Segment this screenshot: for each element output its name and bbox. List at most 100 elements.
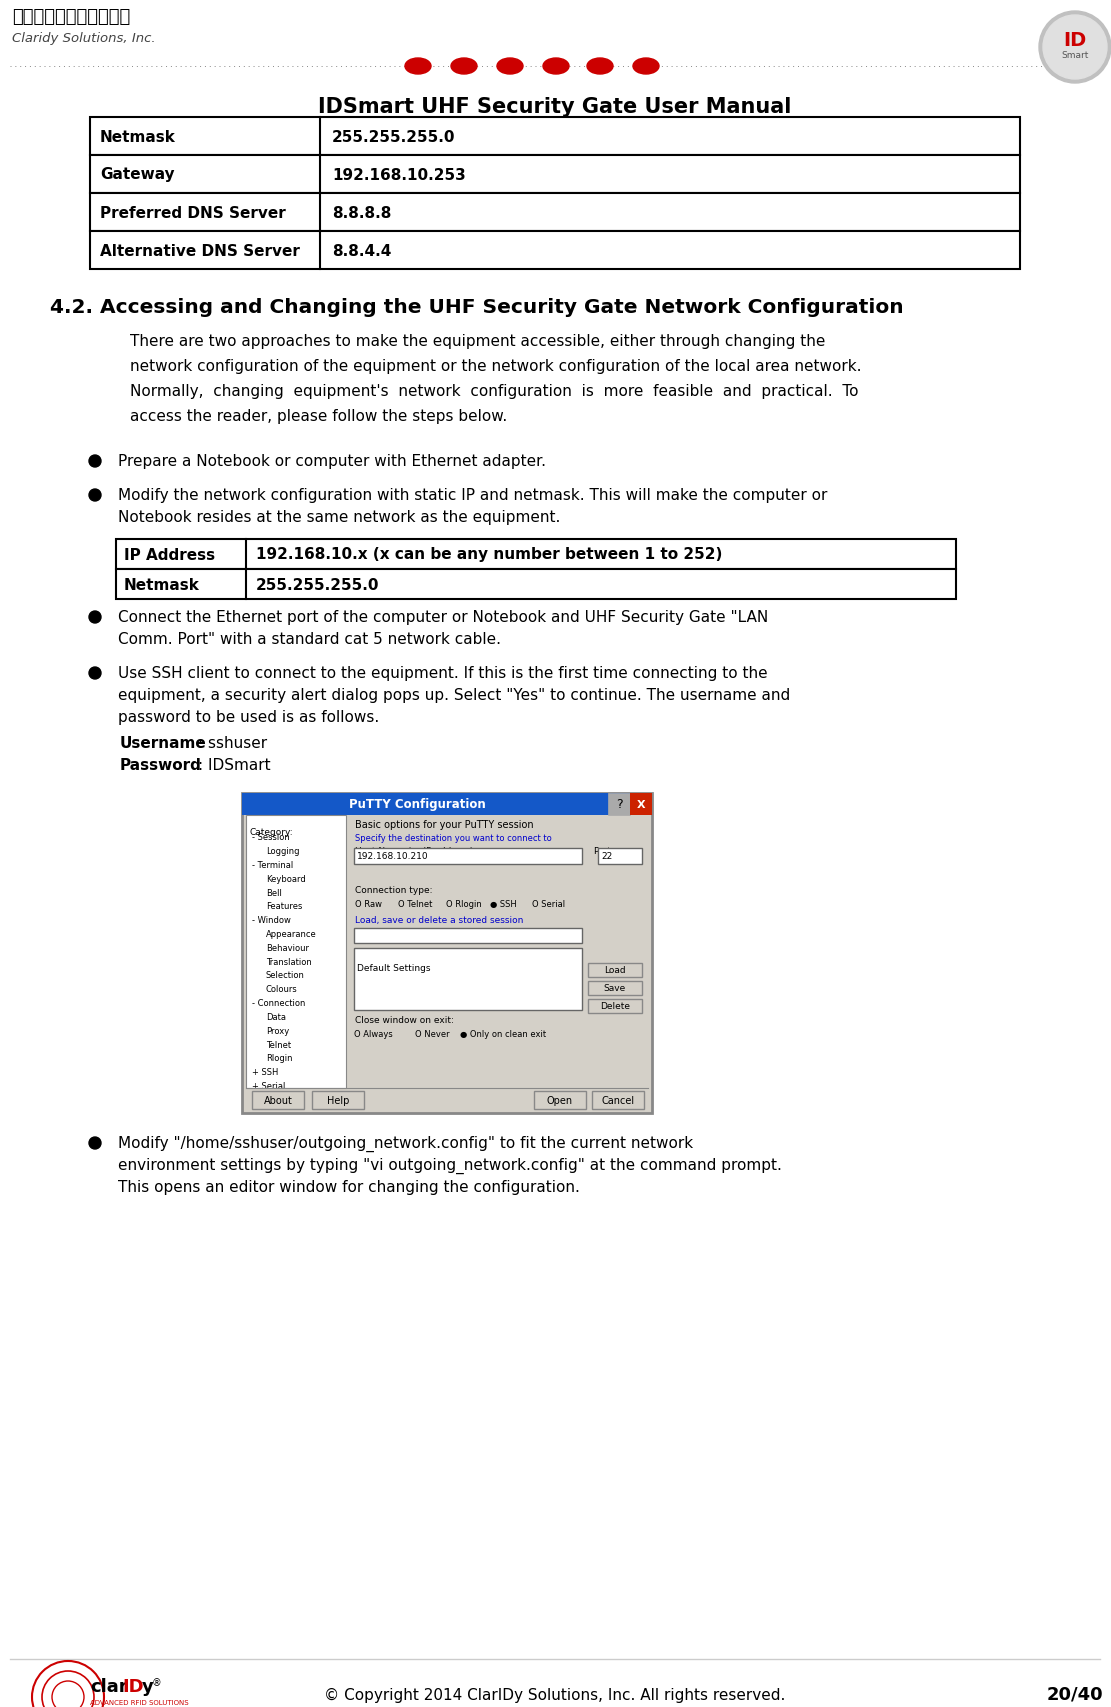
Text: Features: Features bbox=[266, 901, 302, 912]
Circle shape bbox=[89, 1137, 101, 1149]
Circle shape bbox=[1039, 12, 1111, 84]
Bar bbox=[608, 794, 630, 816]
Text: Telnet: Telnet bbox=[266, 1040, 291, 1048]
Text: Keyboard: Keyboard bbox=[266, 874, 306, 884]
Bar bbox=[242, 794, 652, 1113]
Text: 192.168.10.253: 192.168.10.253 bbox=[332, 167, 466, 183]
Text: Port: Port bbox=[593, 847, 611, 855]
Text: Modify "/home/sshuser/outgoing_network.config" to fit the current network: Modify "/home/sshuser/outgoing_network.c… bbox=[118, 1135, 693, 1152]
Bar bbox=[588, 999, 642, 1014]
Text: + Serial: + Serial bbox=[252, 1081, 286, 1091]
Text: ● SSH: ● SSH bbox=[490, 900, 517, 908]
Text: : IDSmart: : IDSmart bbox=[198, 758, 271, 773]
Text: Comm. Port" with a standard cat 5 network cable.: Comm. Port" with a standard cat 5 networ… bbox=[118, 632, 501, 647]
Text: Proxy: Proxy bbox=[266, 1026, 289, 1034]
Text: O Always: O Always bbox=[354, 1029, 393, 1038]
Bar bbox=[312, 1091, 364, 1110]
Text: © Copyright 2014 ClarIDy Solutions, Inc. All rights reserved.: © Copyright 2014 ClarIDy Solutions, Inc.… bbox=[324, 1687, 785, 1702]
Text: ● Only on clean exit: ● Only on clean exit bbox=[460, 1029, 547, 1038]
Circle shape bbox=[89, 456, 101, 468]
Text: environment settings by typing "vi outgoing_network.config" at the command promp: environment settings by typing "vi outgo… bbox=[118, 1157, 782, 1173]
Text: Specify the destination you want to connect to: Specify the destination you want to conn… bbox=[356, 833, 552, 843]
Text: 255.255.255.0: 255.255.255.0 bbox=[256, 577, 380, 592]
Text: : sshuser: : sshuser bbox=[198, 736, 267, 751]
Text: y: y bbox=[142, 1676, 153, 1695]
Circle shape bbox=[1043, 15, 1107, 80]
Bar bbox=[242, 794, 652, 816]
Text: Category:: Category: bbox=[249, 828, 292, 836]
Text: ID: ID bbox=[122, 1676, 143, 1695]
Text: Connection type:: Connection type: bbox=[356, 886, 432, 894]
Text: Username: Username bbox=[120, 736, 207, 751]
Ellipse shape bbox=[633, 60, 659, 75]
Text: 4.2. Accessing and Changing the UHF Security Gate Network Configuration: 4.2. Accessing and Changing the UHF Secu… bbox=[50, 297, 903, 318]
Bar bbox=[116, 570, 955, 599]
Text: Host Name (or IP address): Host Name (or IP address) bbox=[356, 847, 473, 855]
Text: Default Settings: Default Settings bbox=[357, 963, 430, 973]
Ellipse shape bbox=[406, 60, 431, 75]
Text: Claridy Solutions, Inc.: Claridy Solutions, Inc. bbox=[12, 32, 156, 44]
Bar bbox=[354, 949, 582, 1011]
Bar bbox=[598, 848, 642, 864]
Text: Selection: Selection bbox=[266, 971, 304, 980]
Text: Password: Password bbox=[120, 758, 202, 773]
Bar bbox=[588, 982, 642, 995]
Text: Delete: Delete bbox=[600, 1002, 630, 1011]
Ellipse shape bbox=[587, 60, 613, 75]
Text: network configuration of the equipment or the network configuration of the local: network configuration of the equipment o… bbox=[130, 358, 861, 374]
Text: ?: ? bbox=[615, 799, 622, 811]
Text: Alternative DNS Server: Alternative DNS Server bbox=[100, 244, 300, 258]
Ellipse shape bbox=[543, 60, 569, 75]
Bar bbox=[592, 1091, 644, 1110]
Text: O Raw: O Raw bbox=[356, 900, 382, 908]
Text: Saved Sessions: Saved Sessions bbox=[356, 929, 426, 937]
Text: Load, save or delete a stored session: Load, save or delete a stored session bbox=[356, 915, 523, 925]
Text: Notebook resides at the same network as the equipment.: Notebook resides at the same network as … bbox=[118, 510, 560, 524]
Text: equipment, a security alert dialog pops up. Select "Yes" to continue. The userna: equipment, a security alert dialog pops … bbox=[118, 688, 790, 703]
Text: O Rlogin: O Rlogin bbox=[446, 900, 482, 908]
Text: O Never: O Never bbox=[416, 1029, 450, 1038]
Text: Close window on exit:: Close window on exit: bbox=[356, 1016, 454, 1024]
Bar bbox=[588, 963, 642, 978]
Bar bbox=[90, 118, 1020, 155]
Text: Rlogin: Rlogin bbox=[266, 1053, 292, 1063]
Text: Open: Open bbox=[547, 1096, 573, 1106]
Text: access the reader, please follow the steps below.: access the reader, please follow the ste… bbox=[130, 408, 508, 423]
Text: Netmask: Netmask bbox=[100, 130, 176, 145]
Text: password to be used is as follows.: password to be used is as follows. bbox=[118, 710, 379, 724]
Text: Load: Load bbox=[604, 966, 625, 975]
Text: - Window: - Window bbox=[252, 915, 291, 925]
Text: IDSmart UHF Security Gate User Manual: IDSmart UHF Security Gate User Manual bbox=[319, 97, 792, 118]
Ellipse shape bbox=[497, 60, 523, 75]
Text: Help: Help bbox=[327, 1096, 349, 1106]
Text: Preferred DNS Server: Preferred DNS Server bbox=[100, 205, 286, 220]
Bar bbox=[354, 848, 582, 864]
Text: 艾迪訊科技股份有限公司: 艾迪訊科技股份有限公司 bbox=[12, 9, 130, 26]
Text: IP Address: IP Address bbox=[124, 548, 216, 562]
Text: 192.168.10.210: 192.168.10.210 bbox=[357, 852, 429, 860]
Bar bbox=[116, 539, 955, 570]
Text: Basic options for your PuTTY session: Basic options for your PuTTY session bbox=[356, 819, 533, 830]
Text: Behaviour: Behaviour bbox=[266, 944, 309, 953]
Text: Save: Save bbox=[604, 983, 627, 993]
Text: Smart: Smart bbox=[1061, 51, 1089, 60]
Bar bbox=[350, 816, 648, 1089]
Text: 192.168.10.x (x can be any number between 1 to 252): 192.168.10.x (x can be any number betwee… bbox=[256, 548, 722, 562]
Text: Bell: Bell bbox=[266, 888, 282, 898]
Circle shape bbox=[89, 611, 101, 623]
Text: 255.255.255.0: 255.255.255.0 bbox=[332, 130, 456, 145]
Bar bbox=[90, 195, 1020, 232]
Bar bbox=[354, 929, 582, 944]
Text: ID: ID bbox=[1063, 31, 1087, 50]
Text: Logging: Logging bbox=[266, 847, 300, 855]
Text: Translation: Translation bbox=[266, 958, 312, 966]
Text: Connect the Ethernet port of the computer or Notebook and UHF Security Gate "LAN: Connect the Ethernet port of the compute… bbox=[118, 609, 768, 625]
Text: Colours: Colours bbox=[266, 985, 298, 993]
Text: This opens an editor window for changing the configuration.: This opens an editor window for changing… bbox=[118, 1180, 580, 1195]
Text: About: About bbox=[263, 1096, 292, 1106]
Text: Appearance: Appearance bbox=[266, 930, 317, 939]
Text: 8.8.4.4: 8.8.4.4 bbox=[332, 244, 391, 258]
Text: Use SSH client to connect to the equipment. If this is the first time connecting: Use SSH client to connect to the equipme… bbox=[118, 666, 768, 681]
Circle shape bbox=[89, 667, 101, 679]
Circle shape bbox=[89, 490, 101, 502]
